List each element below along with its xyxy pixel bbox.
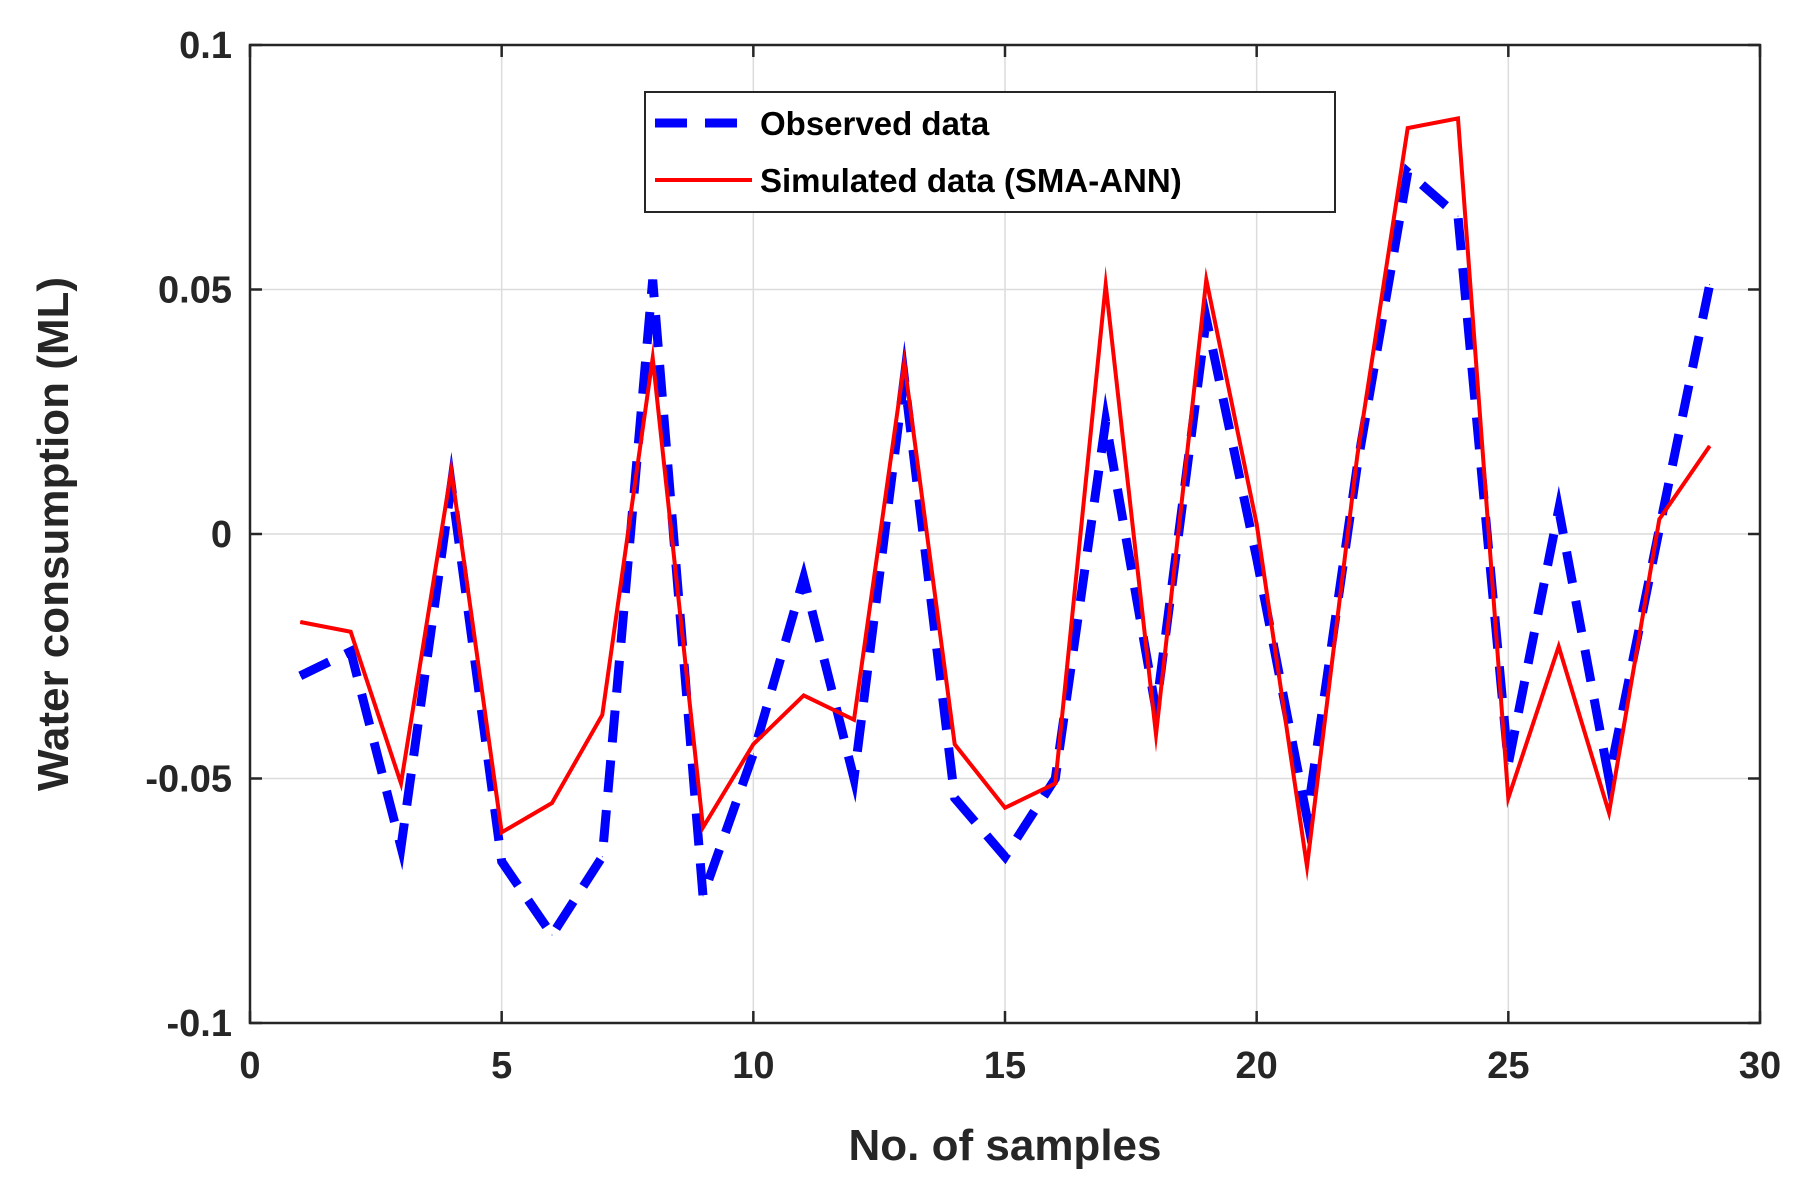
legend-label-observed: Observed data: [760, 105, 990, 142]
simulated-data-point: [601, 714, 603, 716]
x-tick-label: 5: [491, 1045, 512, 1087]
observed-data-point: [551, 934, 553, 936]
observed-data-point: [1407, 171, 1409, 173]
simulated-data-point: [551, 802, 553, 804]
observed-data-point: [1004, 856, 1006, 858]
series-layer: [298, 116, 1715, 944]
observed-data-point: [1709, 284, 1711, 286]
simulated-data-point: [1004, 807, 1006, 809]
y-tick-label: 0.05: [158, 270, 232, 312]
simulated-data-point: [350, 631, 352, 633]
y-tick-labels: -0.1 -0.05 0 0.05 0.1: [145, 25, 232, 1045]
simulated-data-point: [1407, 127, 1409, 129]
observed-data-point: [1608, 778, 1610, 779]
y-tick-label: -0.1: [167, 1003, 232, 1045]
x-tick-label: 15: [984, 1045, 1026, 1087]
legend-box: [644, 91, 1336, 213]
observed-data-point: [1105, 421, 1107, 423]
simulated-data-point: [1356, 455, 1358, 457]
observed-data-point: [752, 753, 754, 755]
simulated-data-point: [1709, 445, 1711, 447]
x-tick-label: 10: [732, 1045, 774, 1087]
axis-ticks: [248, 43, 1762, 1025]
observed-data-point: [803, 577, 805, 579]
observed-data-point: [652, 279, 654, 281]
simulated-data-point: [1608, 812, 1610, 814]
simulated-data-point: [752, 743, 754, 745]
simulated-data-point: [954, 743, 956, 745]
x-tick-labels: 0 5 10 15 20 25 30: [239, 1045, 1781, 1087]
observed-data-point: [954, 797, 956, 799]
simulated-data-points: [299, 117, 1711, 868]
simulated-data-point: [1256, 523, 1258, 525]
y-tick-label: 0: [211, 514, 232, 556]
legend-label-simulated: Simulated data (SMA-ANN): [760, 162, 1182, 199]
simulated-data-point: [299, 621, 301, 623]
observed-data-point: [1205, 318, 1207, 320]
simulated-data-point: [1507, 797, 1509, 799]
y-tick-label: -0.05: [145, 759, 232, 801]
simulated-data-point: [450, 469, 452, 471]
simulated-data-point: [1155, 733, 1157, 735]
x-tick-label: 0: [239, 1045, 260, 1087]
simulated-data-point: [1205, 279, 1207, 281]
simulated-data-point: [652, 357, 654, 359]
observed-data-point: [501, 861, 503, 863]
observed-data-point: [702, 895, 704, 897]
y-axis-title: Water consumption (ML): [29, 277, 78, 791]
simulated-data-point: [903, 362, 905, 364]
simulated-data-point: [501, 831, 503, 833]
simulated-data-point: [1658, 518, 1660, 520]
simulated-data-point: [803, 694, 805, 696]
observed-data-point: [1306, 817, 1308, 819]
simulated-data-point: [1105, 284, 1107, 286]
simulated-data-point: [1558, 645, 1560, 647]
simulated-data-point: [853, 719, 855, 721]
observed-data-point: [1558, 509, 1560, 511]
x-tick-label: 30: [1739, 1045, 1781, 1087]
observed-data-point: [1507, 763, 1509, 765]
observed-data-point: [1155, 709, 1157, 711]
y-tick-label: 0.1: [179, 25, 232, 67]
x-tick-label: 20: [1236, 1045, 1278, 1087]
simulated-data-point: [1457, 117, 1459, 119]
observed-data-point: [601, 856, 603, 858]
observed-data-point: [400, 846, 402, 848]
simulated-data-point: [702, 826, 704, 828]
observed-data-point: [1457, 215, 1459, 217]
observed-data-point: [350, 650, 352, 652]
legend: Observed data Simulated data (SMA-ANN): [644, 91, 1336, 213]
observed-data-point: [853, 778, 855, 779]
simulated-data-point: [1306, 866, 1308, 868]
observed-data-point: [299, 675, 301, 677]
simulated-data-point: [400, 782, 402, 784]
observed-data-point: [1256, 557, 1258, 559]
simulated-data-point: [1054, 782, 1056, 784]
x-axis-title: No. of samples: [849, 1121, 1162, 1170]
x-tick-label: 25: [1487, 1045, 1529, 1087]
observed-data-points: [299, 171, 1711, 936]
